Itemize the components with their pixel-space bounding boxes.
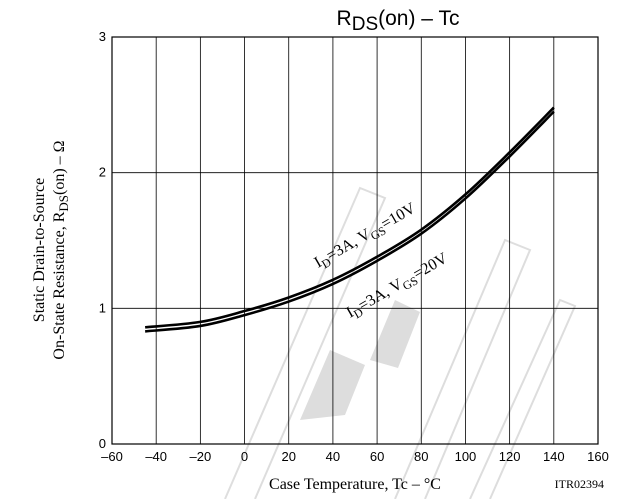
series-10v-mid: =3A, V: [324, 226, 374, 265]
y-label-rest: (on) – Ω: [51, 140, 68, 195]
x-tick-label: 0: [241, 449, 248, 464]
x-axis-label: Case Temperature, Tc – °C: [269, 476, 441, 493]
figure-code: ITR02394: [555, 477, 604, 491]
y-tick-label: 3: [99, 29, 106, 44]
x-tick-label: –60: [101, 449, 123, 464]
x-tick-label: 100: [455, 449, 477, 464]
x-tick-label: 60: [370, 449, 384, 464]
chart-title: RDS(on) – Tc: [337, 7, 460, 35]
y-axis-label: Static Drain-to-Source On-State Resistan…: [31, 140, 71, 359]
series-line-vgs-10v: [145, 106, 555, 329]
series-20v-vgs-sub: GS: [400, 273, 420, 293]
watermark-stroke-1: [224, 186, 387, 500]
series-10v-vgs-sub: GS: [368, 223, 388, 243]
y-label-subscript: DS: [56, 195, 71, 212]
series: [145, 106, 555, 333]
y-tick-label: 0: [99, 436, 106, 451]
y-axis-label-line2: On-State Resistance, RDS(on) – Ω: [51, 140, 71, 359]
plot-frame: [111, 36, 599, 445]
series-label-10v: ID=3A, VGS=10V: [312, 200, 421, 274]
x-tick-label: 20: [281, 449, 295, 464]
y-label-main: On-State Resistance, R: [51, 211, 68, 359]
title-rest: (on) – Tc: [378, 7, 459, 30]
series-10v-end: =10V: [378, 200, 419, 233]
title-subscript: DS: [352, 14, 378, 35]
y-tick-labels: 0 1 2 3: [99, 29, 106, 451]
series-line-vgs-20v: [145, 110, 555, 333]
watermark: [224, 186, 577, 500]
x-tick-label: 120: [499, 449, 521, 464]
x-tick-label: –40: [145, 449, 167, 464]
x-tick-label: 80: [414, 449, 428, 464]
y-tick-label: 2: [99, 165, 106, 180]
x-tick-labels: –60 –40 –20 0 20 40 60 80 100 120 140 160: [101, 449, 609, 464]
x-tick-label: 40: [326, 449, 340, 464]
grid: [112, 37, 598, 444]
watermark-stroke-3: [469, 298, 577, 500]
title-main: R: [337, 7, 352, 30]
x-tick-label: 160: [587, 449, 609, 464]
y-tick-label: 1: [99, 300, 106, 315]
x-tick-label: –20: [190, 449, 212, 464]
x-tick-label: 140: [543, 449, 565, 464]
y-axis-label-line1: Static Drain-to-Source: [31, 178, 48, 322]
watermark-letters: [300, 300, 420, 420]
series-20v-end: =20V: [410, 250, 451, 283]
watermark-stroke-2: [394, 238, 532, 500]
